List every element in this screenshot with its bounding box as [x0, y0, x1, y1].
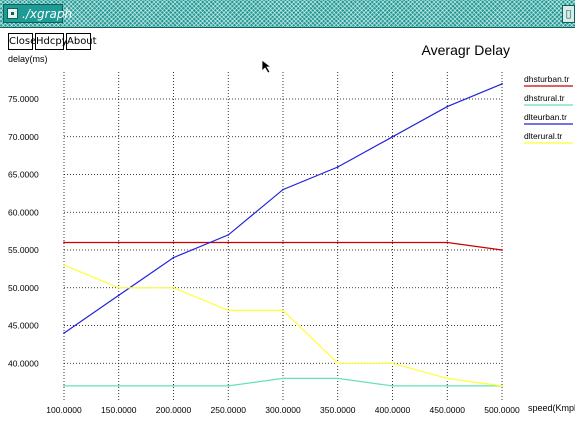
data-point: [227, 234, 230, 236]
y-tick-label: 55.0000: [8, 245, 39, 255]
series-lines: [63, 83, 503, 387]
mouse-pointer-icon: [261, 59, 273, 74]
data-point: [391, 385, 394, 387]
data-point: [501, 83, 503, 85]
y-tick-label: 40.0000: [8, 358, 39, 368]
data-point: [391, 135, 394, 138]
x-tick-label: 300.0000: [265, 405, 301, 415]
data-point: [227, 241, 230, 244]
legend: dhsturban.tr dhstrural.tr dlteurban.tr dlte…: [524, 74, 573, 144]
data-point: [117, 294, 120, 297]
title-bar[interactable]: ./xgraph ▯: [0, 0, 575, 28]
y-tick-label: 60.0000: [8, 207, 39, 217]
tick-labels: 100.0000 150.0000 200.0000 250.0000 300.0000…: [8, 94, 520, 415]
data-point: [282, 188, 284, 191]
y-tick-label: 45.0000: [8, 321, 39, 331]
y-tick-label: 50.0000: [8, 283, 39, 293]
data-point: [117, 241, 120, 244]
data-point: [282, 241, 284, 244]
data-point: [172, 286, 175, 289]
data-point: [282, 309, 284, 312]
data-point: [172, 385, 175, 387]
y-tick-label: 70.0000: [8, 132, 39, 142]
data-point: [227, 309, 230, 312]
hdcpy-button[interactable]: Hdcpy: [35, 33, 68, 50]
window-title: ./xgraph: [22, 7, 73, 21]
grid: [63, 72, 503, 401]
data-point: [227, 385, 230, 387]
legend-label: dhsturban.tr: [524, 74, 570, 84]
data-point: [63, 332, 65, 334]
legend-label: dlteurban.tr: [524, 112, 567, 122]
maximize-icon[interactable]: ▯: [562, 5, 575, 23]
data-point: [63, 264, 65, 266]
data-point: [336, 166, 339, 168]
data-point: [336, 362, 339, 365]
x-tick-label: 250.0000: [211, 405, 247, 415]
data-point: [501, 385, 503, 387]
data-point: [282, 377, 284, 380]
legend-label: dhstrural.tr: [524, 93, 565, 103]
data-point: [172, 241, 175, 244]
data-point: [117, 286, 120, 289]
close-button[interactable]: Close: [8, 33, 36, 50]
x-tick-label: 350.0000: [320, 405, 356, 415]
data-point: [446, 377, 449, 380]
data-point: [172, 256, 175, 259]
data-point: [117, 385, 120, 387]
y-axis-label: delay(ms): [8, 54, 48, 64]
data-point: [501, 249, 503, 251]
chart-title: Averagr Delay: [422, 42, 510, 58]
x-tick-label: 450.0000: [430, 405, 466, 415]
legend-label: dlterural.tr: [524, 131, 562, 141]
about-button[interactable]: About: [66, 33, 97, 50]
data-point: [446, 105, 449, 108]
data-point: [63, 385, 65, 387]
series-line-dlteurban: [63, 83, 503, 334]
data-point: [336, 377, 339, 380]
x-tick-label: 100.0000: [46, 405, 82, 415]
x-tick-label: 200.0000: [156, 405, 192, 415]
x-tick-label: 150.0000: [101, 405, 137, 415]
data-point: [63, 241, 65, 244]
y-tick-label: 75.0000: [8, 94, 39, 104]
window-menu-icon[interactable]: [7, 8, 18, 19]
y-tick-label: 65.0000: [8, 170, 39, 180]
x-tick-label: 500.0000: [484, 405, 520, 415]
data-point: [336, 241, 339, 244]
data-point: [446, 385, 449, 387]
data-point: [391, 362, 394, 365]
data-point: [391, 241, 394, 244]
title-box: ./xgraph: [3, 4, 72, 23]
x-axis-label: speed(Kmph): [528, 403, 575, 413]
x-tick-label: 400.0000: [375, 405, 411, 415]
data-point: [446, 241, 449, 244]
